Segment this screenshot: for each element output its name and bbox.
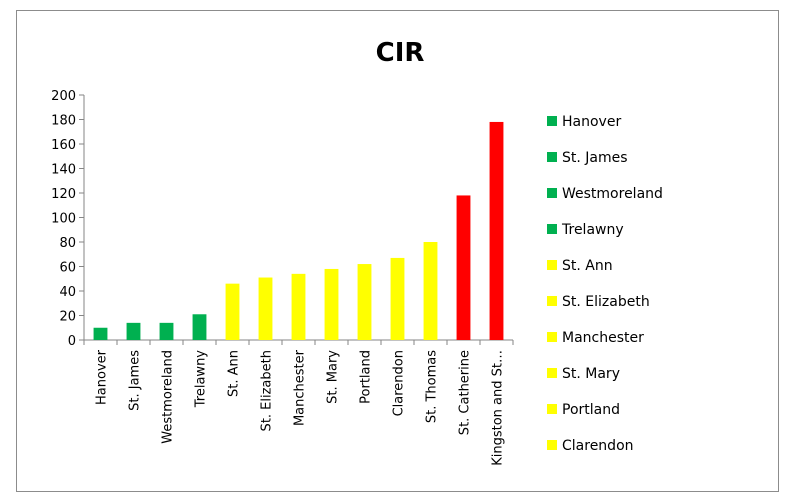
legend-swatch: [547, 260, 557, 270]
legend: Hanover St. James Westmoreland Trelawny St. …: [547, 114, 663, 454]
x-tick-labels: Hanover St. James Westmoreland Trelawny St. …: [95, 349, 506, 465]
bar: [324, 268, 339, 340]
bar: [192, 314, 207, 340]
legend-swatch: [547, 152, 557, 162]
bar: [423, 242, 438, 340]
bar: [126, 322, 141, 340]
bar: [258, 277, 273, 340]
x-tick-label: St. Mary: [326, 350, 341, 404]
legend-swatch: [547, 224, 557, 234]
y-tick-label: 160: [51, 138, 76, 153]
x-tick-label: Clarendon: [392, 350, 407, 416]
legend-label: Portland: [562, 402, 620, 418]
legend-swatch: [547, 188, 557, 198]
x-tick-label: Kingston and St…: [491, 350, 506, 466]
legend-label: St. Elizabeth: [562, 294, 650, 310]
y-tick-label: 100: [51, 212, 76, 227]
bar: [291, 273, 306, 340]
legend-swatch: [547, 368, 557, 378]
x-tick-label: St. Catherine: [458, 350, 473, 435]
x-tick-label: St. Elizabeth: [260, 350, 275, 431]
axes: [79, 94, 514, 345]
y-tick-label: 80: [59, 236, 76, 251]
y-tick-label: 120: [51, 187, 76, 202]
legend-label: St. Mary: [562, 366, 620, 382]
chart-title: CIR: [376, 38, 425, 68]
bar: [159, 322, 174, 340]
bar: [489, 121, 504, 340]
bar: [456, 195, 471, 340]
legend-swatch: [547, 296, 557, 306]
legend-swatch: [547, 404, 557, 414]
bar: [93, 327, 108, 340]
legend-swatch: [547, 116, 557, 126]
chart-svg: CIR Hanover St. James Westmoreland Trelawny…: [51, 38, 663, 466]
x-tick-label: Manchester: [293, 349, 308, 426]
x-tick-label: St. Thomas: [425, 350, 440, 423]
y-tick-label: 0: [68, 334, 76, 349]
legend-swatch: [547, 332, 557, 342]
x-tick-label: Portland: [359, 350, 374, 404]
y-tick-label: 140: [51, 163, 76, 178]
x-tick-label: Westmoreland: [161, 350, 176, 444]
legend-label: Trelawny: [561, 222, 624, 238]
bars: [93, 121, 504, 340]
legend-label: St. Ann: [562, 258, 613, 274]
legend-label: Manchester: [562, 330, 644, 346]
legend-label: Westmoreland: [562, 186, 663, 202]
chart-frame: CIR Hanover St. James Westmoreland Trelawny…: [16, 10, 779, 492]
bar: [225, 283, 240, 340]
legend-label: Clarendon: [562, 438, 634, 454]
y-tick-label: 200: [51, 89, 76, 104]
y-tick-label: 60: [59, 261, 76, 276]
legend-swatch: [547, 440, 557, 450]
y-tick-label: 180: [51, 114, 76, 129]
bar: [357, 264, 372, 340]
bar: [390, 257, 405, 340]
y-tick-label: 20: [59, 310, 76, 325]
y-tick-labels: 0 20 40 60 80 100 120 140 160 180 200: [51, 89, 76, 349]
x-tick-label: St. Ann: [227, 350, 242, 397]
legend-label: Hanover: [562, 114, 621, 130]
x-tick-label: Hanover: [95, 349, 110, 405]
x-tick-label: St. James: [128, 350, 143, 411]
y-tick-label: 40: [59, 285, 76, 300]
legend-label: St. James: [562, 150, 628, 166]
x-tick-label: Trelawny: [194, 350, 209, 409]
